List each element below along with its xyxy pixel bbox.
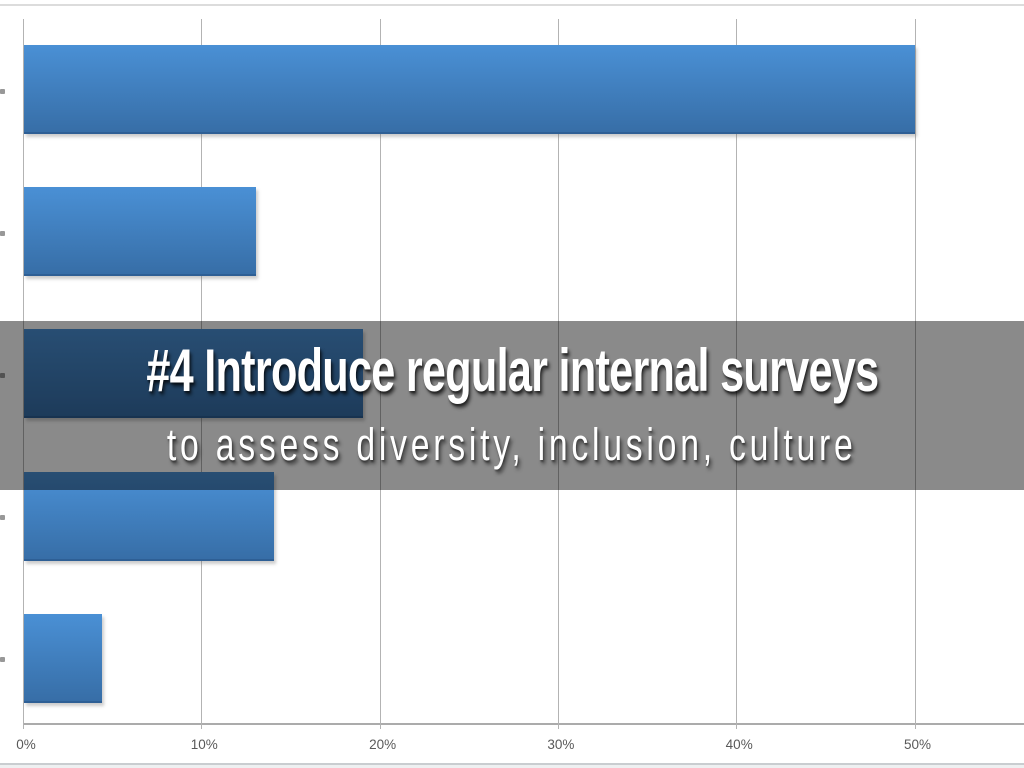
bar-row-5: [24, 614, 102, 703]
x-axis-tick-label: 50%: [903, 737, 932, 752]
slide-bottom-edge: [0, 763, 1024, 768]
cropped-category-label-fragment: [0, 657, 5, 662]
bar-row-4: [24, 472, 274, 561]
slide-title: #4 Introduce regular internal surveys: [145, 337, 879, 404]
gridline-50%: [914, 19, 916, 729]
x-axis-line: [23, 723, 1024, 725]
x-axis-tick-label: 10%: [190, 737, 218, 752]
cropped-category-label-fragment: [0, 231, 5, 236]
x-axis-tick-label: 40%: [725, 737, 753, 752]
x-axis-tick-label: 0%: [16, 737, 36, 752]
cropped-category-label-fragment: [0, 373, 5, 378]
gridline-0%: [23, 19, 24, 729]
x-axis-tick-label: 20%: [369, 737, 397, 752]
slide-top-edge: [0, 4, 1024, 6]
slide-subtitle: to assess diversity, inclusion, culture: [167, 419, 857, 470]
gridline-30%: [557, 19, 559, 729]
bar-row-3: [24, 329, 363, 418]
gridline-40%: [736, 19, 738, 729]
cropped-category-label-fragment: [0, 515, 5, 520]
title-overlay-band: #4 Introduce regular internal surveys to…: [0, 321, 1024, 490]
bar-row-1: [24, 45, 915, 134]
bar-row-2: [24, 187, 256, 276]
gridline-20%: [379, 19, 381, 729]
x-axis-tick-label: 30%: [547, 737, 575, 752]
cropped-category-label-fragment: [0, 89, 5, 94]
